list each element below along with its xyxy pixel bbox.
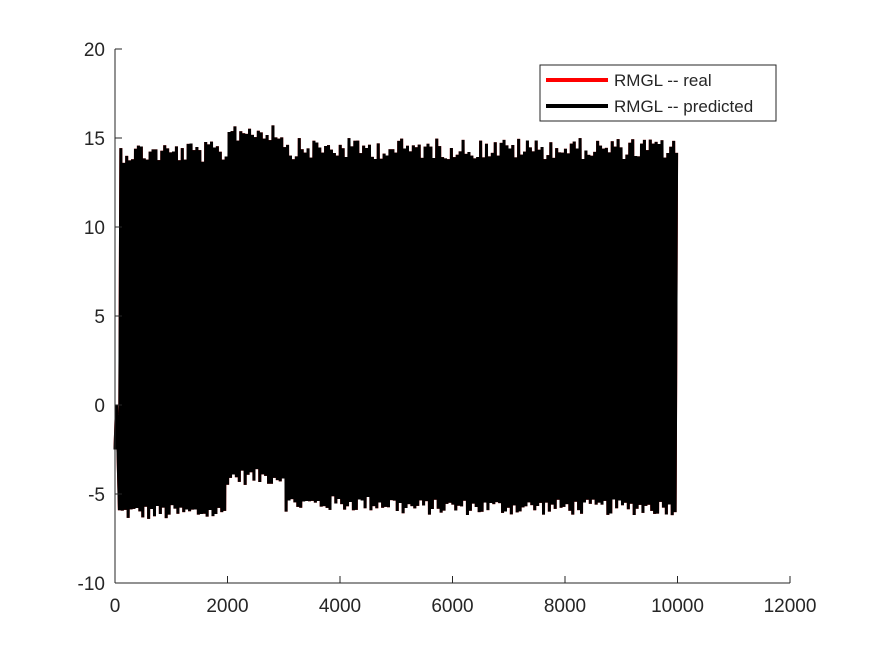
x-tick-label: 0 xyxy=(110,596,121,617)
legend-label-real: RMGL -- real xyxy=(614,71,712,90)
legend: RMGL -- real RMGL -- predicted xyxy=(539,64,777,122)
y-tick-label: -10 xyxy=(78,574,105,595)
legend-entries: RMGL -- real RMGL -- predicted xyxy=(546,71,753,116)
y-tick-label: 15 xyxy=(84,129,105,150)
y-tick-label: 5 xyxy=(94,307,105,328)
y-tick-label: 20 xyxy=(84,40,105,61)
plot-area: 0 2000 4000 6000 8000 10000 12000 -10 -5 0 5 10 15 20 xyxy=(78,40,817,617)
series-layer xyxy=(113,125,679,519)
y-tick-label: 10 xyxy=(84,218,105,239)
x-tick-label: 10000 xyxy=(651,596,704,617)
legend-box xyxy=(539,64,777,122)
x-tick-label: 6000 xyxy=(431,596,473,617)
x-tick-label: 12000 xyxy=(764,596,817,617)
series-line-predicted xyxy=(113,125,679,519)
legend-label-predicted: RMGL -- predicted xyxy=(614,97,753,116)
x-tick-label: 8000 xyxy=(544,596,586,617)
y-tick-label: 0 xyxy=(94,396,105,417)
x-tick-label: 4000 xyxy=(319,596,361,617)
x-tick-label: 2000 xyxy=(206,596,248,617)
ticks-layer: 0 2000 4000 6000 8000 10000 12000 -10 -5 0 5 10 15 20 xyxy=(78,40,817,617)
y-tick-label: -5 xyxy=(88,485,105,506)
